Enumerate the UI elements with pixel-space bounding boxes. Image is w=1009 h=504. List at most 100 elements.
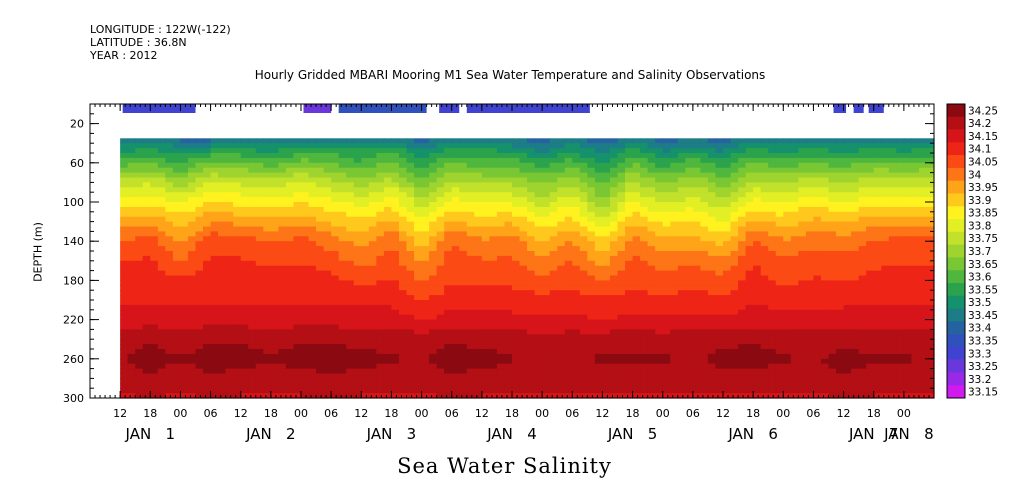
heatmap-cell <box>534 226 543 232</box>
heatmap-cell <box>715 285 724 291</box>
heatmap-cell <box>617 319 626 326</box>
heatmap-cell <box>466 275 475 281</box>
heatmap-cell <box>489 265 498 272</box>
heatmap-cell <box>481 358 490 365</box>
heatmap-cell <box>135 157 144 164</box>
heatmap-cell <box>474 290 483 296</box>
heatmap-cell <box>753 206 762 213</box>
heatmap-cell <box>768 388 777 394</box>
heatmap-cell <box>150 373 159 379</box>
heatmap-cell <box>263 353 272 360</box>
heatmap-cell <box>730 172 739 179</box>
heatmap-cell <box>715 349 724 355</box>
heatmap-cell <box>301 192 310 198</box>
heatmap-cell <box>647 138 656 144</box>
heatmap-cell <box>527 388 536 394</box>
heatmap-cell <box>383 280 393 286</box>
heatmap-cell <box>308 373 317 379</box>
heatmap-cell <box>308 221 317 228</box>
heatmap-cell <box>617 339 626 345</box>
heatmap-cell <box>293 216 302 223</box>
heatmap-cell <box>150 393 159 399</box>
heatmap-cell <box>609 265 619 272</box>
heatmap-cell <box>157 353 166 360</box>
heatmap-cell <box>406 280 415 286</box>
heatmap-cell <box>647 216 656 223</box>
heatmap-cell <box>346 202 355 208</box>
heatmap-cell <box>233 358 242 365</box>
heatmap-cell <box>353 162 362 169</box>
heatmap-cell <box>466 349 475 355</box>
heatmap-cell <box>512 143 521 149</box>
heatmap-cell <box>368 383 377 389</box>
heatmap-cell <box>157 270 166 277</box>
heatmap-cell <box>723 314 732 321</box>
heatmap-cell <box>429 231 438 237</box>
heatmap-cell <box>127 260 136 267</box>
heatmap-cell <box>579 270 588 277</box>
heatmap-cell <box>180 290 189 296</box>
heatmap-cell <box>474 162 483 169</box>
heatmap-cell <box>187 246 197 252</box>
heatmap-cell <box>421 319 430 326</box>
heatmap-cell <box>820 275 830 281</box>
heatmap-cell <box>609 246 619 252</box>
heatmap-cell <box>285 192 295 198</box>
heatmap-cell <box>745 309 754 316</box>
heatmap-cell <box>248 319 257 326</box>
heatmap-cell <box>429 373 438 379</box>
heatmap-cell <box>316 241 325 247</box>
heatmap-cell <box>481 251 490 257</box>
heatmap-cell <box>512 221 521 228</box>
heatmap-cell <box>813 143 822 149</box>
heatmap-cell <box>579 182 588 188</box>
heatmap-cell <box>398 246 408 252</box>
heatmap-cell <box>783 339 792 345</box>
heatmap-cell <box>572 324 581 330</box>
heatmap-cell <box>157 157 166 164</box>
heatmap-cell <box>805 260 815 267</box>
heatmap-cell <box>572 143 581 149</box>
heatmap-cell <box>240 206 249 213</box>
heatmap-cell <box>436 275 445 281</box>
heatmap-cell <box>248 216 257 223</box>
heatmap-cell <box>187 241 197 247</box>
heatmap-cell <box>805 182 815 188</box>
heatmap-cell <box>670 368 679 375</box>
heatmap-cell <box>436 295 445 301</box>
heatmap-cell <box>248 270 257 277</box>
heatmap-cell <box>519 216 528 223</box>
heatmap-cell <box>172 241 182 247</box>
heatmap-cell <box>187 304 197 311</box>
heatmap-cell <box>662 231 671 237</box>
heatmap-cell <box>685 153 694 159</box>
heatmap-cell <box>775 358 784 365</box>
heatmap-cell <box>301 388 310 394</box>
heatmap-cell <box>617 304 626 311</box>
heatmap-cell <box>662 236 671 242</box>
heatmap-cell <box>542 241 551 247</box>
heatmap-cell <box>361 241 370 247</box>
heatmap-cell <box>383 187 393 193</box>
heatmap-cell <box>496 339 506 345</box>
heatmap-cell <box>172 236 182 242</box>
heatmap-cell <box>707 309 717 316</box>
heatmap-cell <box>625 246 634 252</box>
heatmap-cell <box>376 368 385 375</box>
heatmap-cell <box>323 349 332 355</box>
heatmap-cell <box>157 388 166 394</box>
heatmap-cell <box>768 143 777 149</box>
heatmap-cell <box>805 143 815 149</box>
heatmap-cell <box>587 148 596 154</box>
heatmap-cell <box>421 290 430 296</box>
heatmap-cell <box>270 167 279 174</box>
heatmap-cell <box>301 231 310 237</box>
heatmap-cell <box>557 236 566 242</box>
heatmap-cell <box>157 290 166 296</box>
heatmap-cell <box>248 280 257 286</box>
heatmap-cell <box>496 211 506 218</box>
heatmap-cell <box>640 167 649 174</box>
heatmap-cell <box>474 393 483 399</box>
heatmap-cell <box>240 334 249 340</box>
heatmap-cell <box>414 358 423 365</box>
